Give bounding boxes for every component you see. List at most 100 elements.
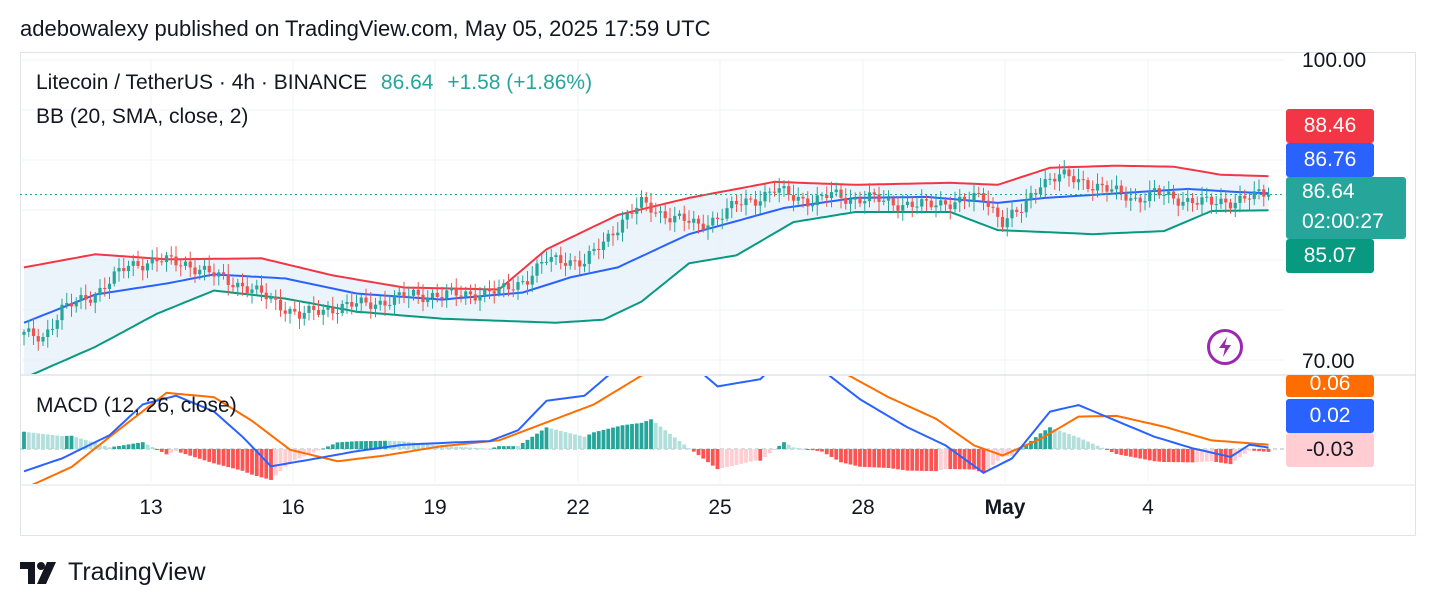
macd-histogram-bar <box>1209 449 1214 462</box>
candle-body <box>1029 193 1033 200</box>
macd-histogram-bar <box>1038 433 1043 449</box>
macd-histogram-bar <box>311 449 316 453</box>
macd-histogram-bar <box>734 449 739 465</box>
candle-body <box>958 196 962 203</box>
macd-histogram-bar <box>121 445 126 449</box>
macd-histogram-bar <box>820 449 824 452</box>
candle-body <box>36 336 40 342</box>
candle-body <box>1157 188 1161 196</box>
candle-body <box>293 308 297 312</box>
macd-legend[interactable]: MACD (12, 26, close) <box>36 394 237 417</box>
macd-histogram-bar <box>492 447 497 449</box>
chart-frame <box>20 52 1416 536</box>
macd-histogram-bar <box>824 449 829 455</box>
macd-histogram-bar <box>216 449 221 465</box>
macd-histogram-bar <box>159 449 164 452</box>
macd-histogram-bar <box>1057 430 1062 449</box>
macd-histogram-bar <box>250 449 254 475</box>
candle-body <box>915 206 919 208</box>
candle-body <box>877 194 881 202</box>
macd-histogram-bar <box>843 449 848 464</box>
candle-body <box>245 286 249 293</box>
macd-histogram-bar <box>1252 449 1257 451</box>
macd-histogram-bar <box>630 424 634 449</box>
macd-histogram-bar <box>848 449 853 465</box>
macd-histogram-bar <box>573 434 577 449</box>
bb-legend[interactable]: BB (20, SMA, close, 2) <box>36 105 249 128</box>
macd-histogram-bar <box>511 446 516 449</box>
candle-body <box>1252 191 1256 200</box>
candle-body <box>806 198 810 207</box>
macd-histogram-bar <box>767 449 772 454</box>
candle-body <box>312 305 316 311</box>
macd-signal-badge: 0.06 <box>1286 375 1374 397</box>
candle-body <box>407 295 411 298</box>
macd-histogram-bar <box>102 445 107 449</box>
candle-body <box>264 292 268 300</box>
macd-histogram-bar <box>1162 449 1166 462</box>
bb-lower-badge: 85.07 <box>1286 239 1374 273</box>
macd-histogram-bar <box>554 429 558 449</box>
candle-body <box>1138 197 1142 203</box>
candle-body <box>1114 185 1119 190</box>
macd-histogram-bar <box>915 449 919 471</box>
macd-histogram-bar <box>687 448 691 450</box>
macd-histogram-bar <box>164 449 169 455</box>
candle-body <box>1205 196 1209 198</box>
lightning-icon[interactable] <box>1207 329 1243 365</box>
macd-histogram-bar <box>197 449 202 459</box>
candle-body <box>777 188 781 193</box>
candle-body <box>435 292 439 297</box>
macd-histogram-bar <box>501 446 506 449</box>
macd-histogram-bar <box>1010 449 1014 457</box>
macd-histogram-bar <box>791 447 796 449</box>
candle-body <box>1095 183 1100 191</box>
bb-upper-badge: 88.46 <box>1286 109 1374 143</box>
macd-histogram-bar <box>634 423 639 449</box>
x-tick-may: May <box>984 496 1026 519</box>
macd-histogram-bar <box>340 442 345 449</box>
candle-body <box>41 337 45 342</box>
symbol-legend[interactable]: Litecoin / TetherUS · 4h · BINANCE 86.64… <box>36 71 592 95</box>
candle-body <box>440 296 444 299</box>
macd-histogram-bar <box>710 449 715 466</box>
candle-body <box>663 211 667 219</box>
candle-body <box>302 312 306 319</box>
tradingview-logo[interactable]: TradingView <box>20 558 206 587</box>
last-price-legend: 86.64 <box>380 71 434 94</box>
candle-body <box>388 304 392 306</box>
candle-body <box>939 200 943 206</box>
x-tick-22: 22 <box>566 496 590 519</box>
candle-body <box>1152 188 1157 191</box>
macd-histogram-bar <box>739 449 744 464</box>
macd-histogram-bar <box>744 449 748 463</box>
candle-body <box>1062 169 1066 175</box>
candle-body <box>464 291 468 297</box>
candle-body <box>625 212 629 220</box>
bb-basis-badge: 86.76 <box>1286 143 1374 177</box>
macd-signal-line <box>31 376 1269 484</box>
candle-body <box>972 193 976 201</box>
macd-histogram-bar <box>188 449 193 456</box>
macd-histogram-bar <box>235 449 240 470</box>
candle-body <box>179 265 183 267</box>
candle-body <box>1200 197 1204 205</box>
candle-body <box>592 248 596 252</box>
macd-histogram-bar <box>934 449 938 472</box>
macd-histogram-bar <box>259 449 264 478</box>
macd-histogram-bar <box>815 449 820 451</box>
macd-histogram-bar <box>183 449 188 455</box>
candle-body <box>198 269 202 275</box>
candle-body <box>549 257 553 262</box>
candle-body <box>183 261 188 266</box>
candle-body <box>725 208 729 219</box>
macd-histogram-bar <box>544 427 549 449</box>
macd-histogram-bar <box>516 446 520 449</box>
candle-body <box>255 285 259 290</box>
macd-histogram-bar <box>611 427 615 449</box>
candle-body <box>801 196 805 199</box>
macd-histogram-bar <box>829 449 834 457</box>
macd-histogram-bar <box>801 448 805 450</box>
x-tick-16: 16 <box>281 496 305 519</box>
